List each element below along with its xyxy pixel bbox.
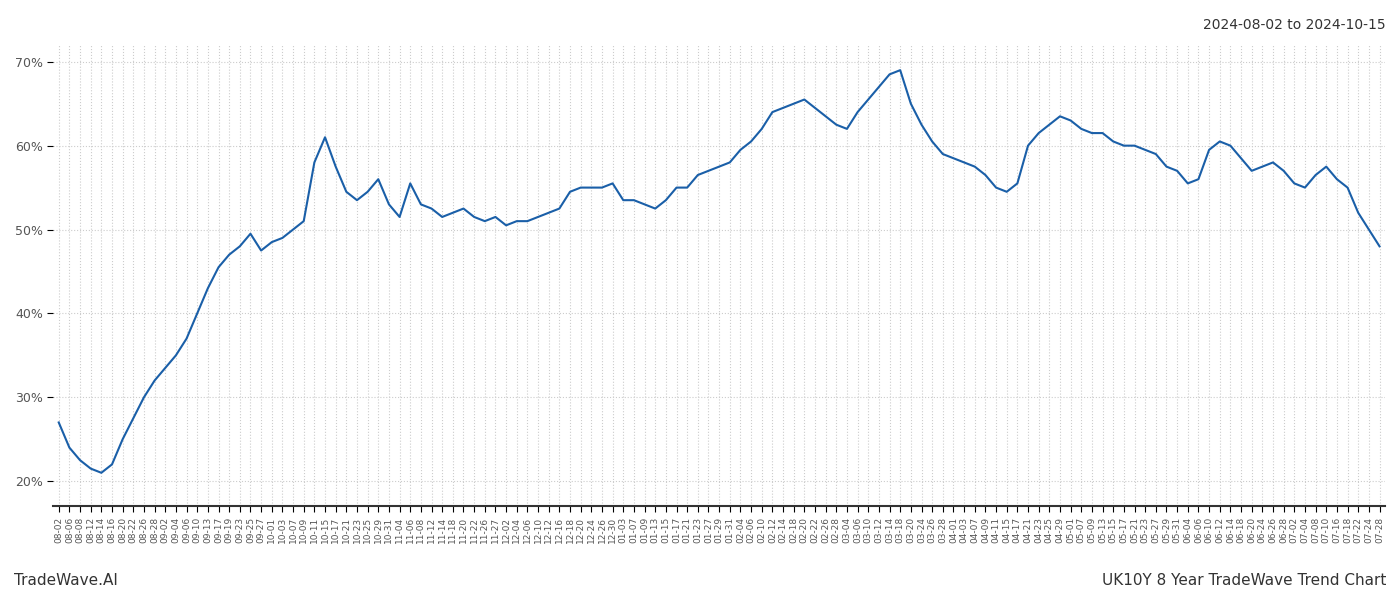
Text: 2024-08-02 to 2024-10-15: 2024-08-02 to 2024-10-15	[1204, 18, 1386, 32]
Text: UK10Y 8 Year TradeWave Trend Chart: UK10Y 8 Year TradeWave Trend Chart	[1102, 573, 1386, 588]
Text: TradeWave.AI: TradeWave.AI	[14, 573, 118, 588]
